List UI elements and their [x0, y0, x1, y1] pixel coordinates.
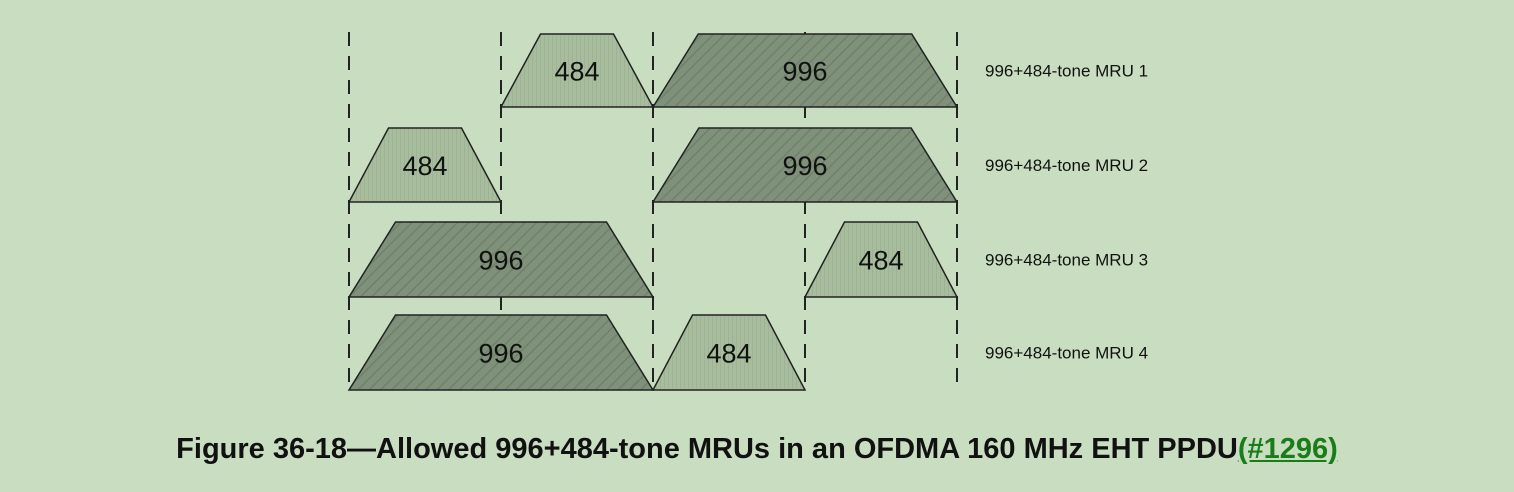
mru-row-label: 996+484-tone MRU 1 [985, 62, 1148, 81]
ru-size-label: 996 [478, 339, 523, 369]
figure-caption: Figure 36-18—Allowed 996+484-tone MRUs i… [0, 433, 1514, 466]
ru-size-label: 484 [554, 57, 599, 87]
ru-size-label: 996 [782, 57, 827, 87]
ru-block-996 [347, 221, 655, 298]
ru-block-996 [651, 127, 959, 203]
mru-row-label: 996+484-tone MRU 3 [985, 251, 1148, 270]
ru-size-label: 996 [478, 246, 523, 276]
ru-block-484 [651, 314, 807, 391]
caption-reference-link[interactable]: (#1296) [1237, 433, 1338, 465]
caption-text: Figure 36-18—Allowed 996+484-tone MRUs i… [176, 433, 1238, 465]
ru-size-label: 484 [402, 151, 447, 181]
ru-block-484 [803, 221, 959, 298]
ru-size-label: 484 [858, 246, 903, 276]
ru-size-label: 996 [782, 151, 827, 181]
mru-row-label: 996+484-tone MRU 2 [985, 156, 1148, 175]
row-labels: 996+484-tone MRU 1 996+484-tone MRU 2 996+… [985, 62, 1148, 363]
mru-row-label: 996+484-tone MRU 4 [985, 344, 1148, 363]
ru-blocks: 484 996 484 996 996 484 996 484 [347, 33, 959, 391]
mru-diagram: 484 996 484 996 996 484 996 484 996+484-tone MR… [347, 32, 1148, 391]
ru-block-484 [499, 33, 655, 108]
ru-block-484 [347, 127, 503, 203]
ru-block-996 [347, 314, 655, 391]
ru-size-label: 484 [706, 339, 751, 369]
ru-block-996 [651, 33, 959, 108]
